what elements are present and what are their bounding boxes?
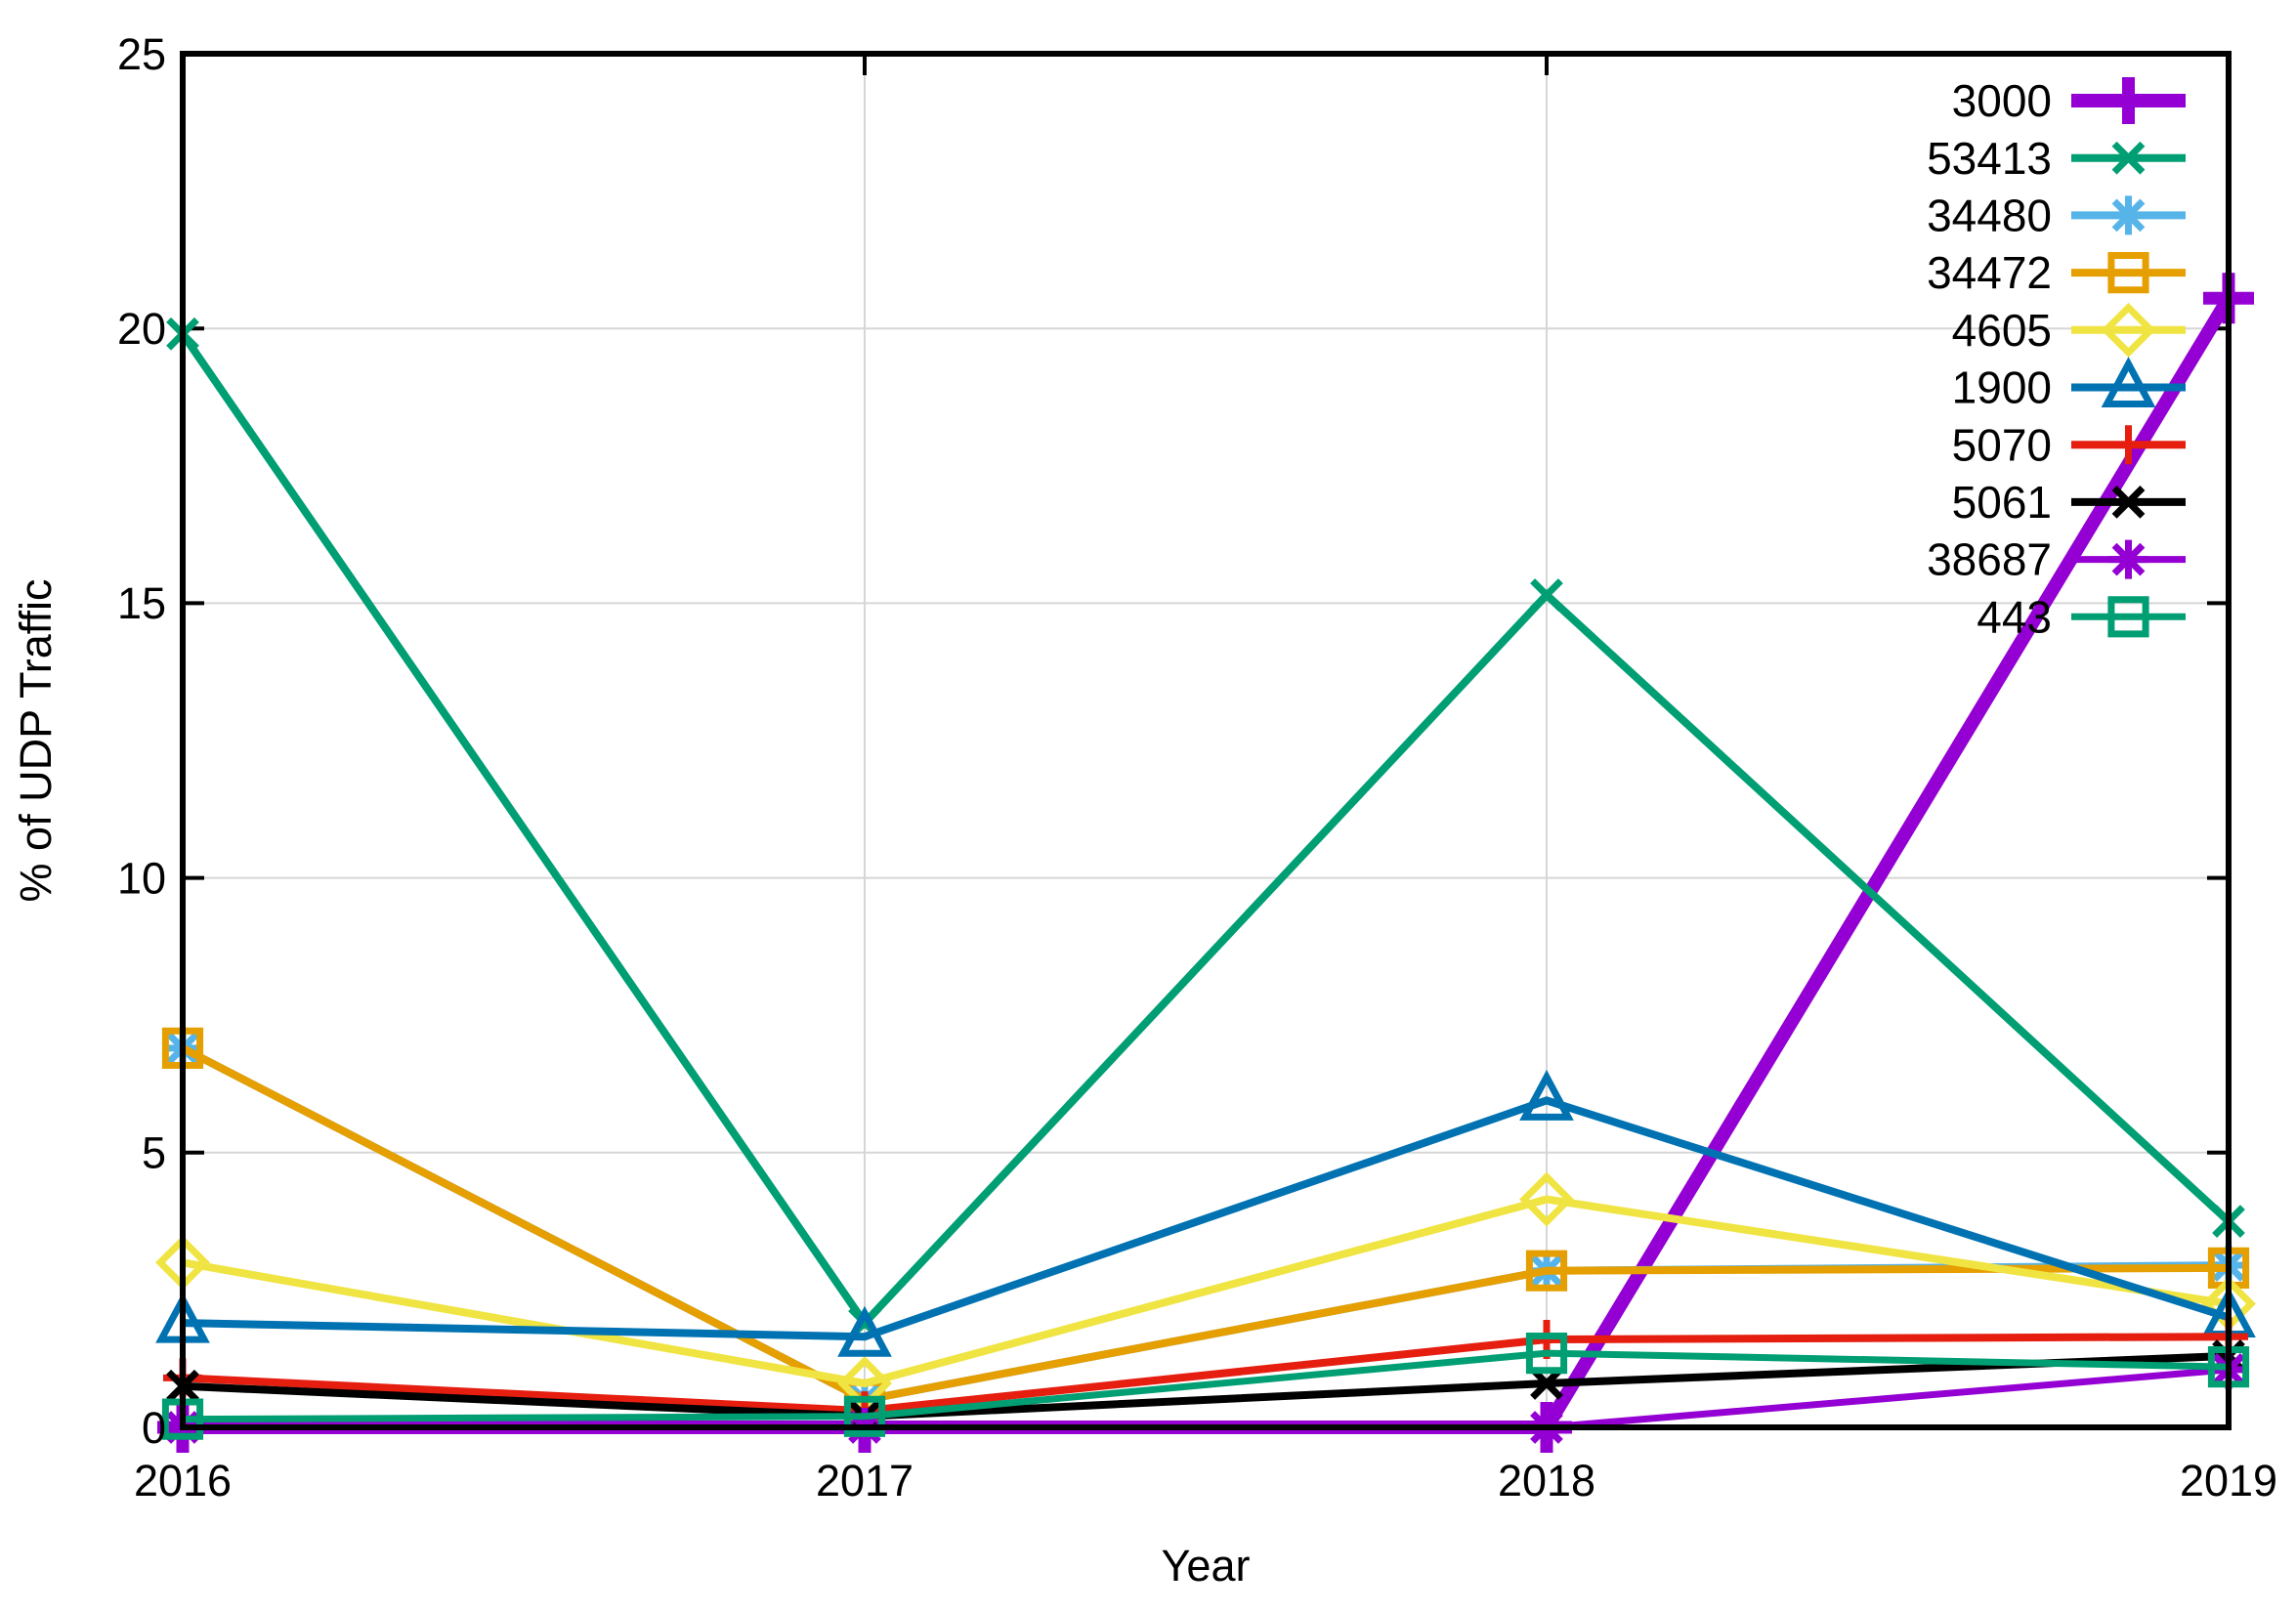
y-tick-labels: 0 5 10 15 20 25 [117,29,166,1453]
square-marker [2207,1345,2250,1388]
cross-marker [2111,141,2146,175]
x-tick-labels: 2016 2017 2018 2019 [134,1456,2277,1506]
legend-label: 1900 [1952,362,2052,413]
diamond-marker [2101,302,2156,358]
legend-label: 34472 [1927,247,2052,298]
series-line-443 [182,1349,2230,1423]
plot-border [180,51,2232,1430]
legend-entry-34480: 34480 [1927,191,2186,241]
legend-entry-5061: 5061 [1952,477,2186,528]
legend-entry-4605: 4605 [1952,302,2186,358]
y-tick-label: 20 [117,304,166,354]
legend-entry-53413: 53413 [1927,133,2186,184]
series-line-5061 [182,1351,2230,1421]
x-tick-label: 2016 [134,1456,232,1506]
asterisk-marker [2108,195,2148,235]
square-marker [1525,1332,1568,1375]
x-axis-title: Year [1162,1541,1251,1591]
cross-marker [1530,1367,1563,1400]
legend-label: 5061 [1952,477,2052,528]
square-marker [161,1027,204,1070]
triangle-marker [2101,357,2156,407]
triangle-marker [837,1305,892,1357]
x-tick-label: 2017 [816,1456,914,1506]
series-line-5070 [182,1333,2230,1416]
legend-entry-5070: 5070 [1952,419,2186,470]
square-marker [2107,596,2149,638]
series-line-4605 [182,1195,2230,1388]
x-tick-label: 2018 [1498,1456,1595,1506]
y-tick-label: 0 [142,1403,166,1453]
plus-marker [2108,425,2148,465]
series-5061 [166,1339,2245,1433]
triangle-marker [1519,1069,1574,1121]
y-tick-label: 5 [142,1128,166,1178]
y-tick-label: 15 [117,578,166,628]
square-marker [1525,1250,1568,1292]
legend-label: 5070 [1952,419,2052,470]
series-443 [161,1332,2250,1440]
legend-entry-34472: 34472 [1927,247,2186,298]
legend-entry-3000: 3000 [1952,75,2186,126]
series-line-53413 [179,331,2232,1330]
plus-marker [2105,77,2152,124]
legend-entry-38687: 38687 [1927,534,2186,585]
asterisk-marker [2108,539,2148,579]
legend-label: 443 [1977,591,2052,642]
y-tick-label: 10 [117,853,166,903]
series-line-34472 [181,1044,2230,1405]
cross-marker [1530,578,1563,612]
square-marker [161,1398,204,1440]
y-axis-title: % of UDP Traffic [11,579,61,903]
square-marker [2207,1247,2250,1290]
diamond-marker [1519,1171,1574,1227]
legend-entry-1900: 1900 [1952,357,2186,413]
series-line-1900 [182,1096,2231,1341]
legend-label: 53413 [1927,133,2052,184]
legend-label: 3000 [1952,75,2052,126]
legend-label: 38687 [1927,534,2052,585]
y-tick-label: 25 [117,29,166,79]
legend-label: 34480 [1927,191,2052,241]
legend-label: 4605 [1952,305,2052,356]
legend-entry-443: 443 [1977,591,2186,642]
legend: 3000 53413 34480 34472 4605 1900 5070 5061 38687… [1927,75,2186,642]
square-marker [843,1395,886,1437]
x-tick-label: 2019 [2180,1456,2277,1506]
cross-marker [2111,486,2146,519]
square-marker [2107,252,2149,294]
series-53413 [166,317,2245,1339]
